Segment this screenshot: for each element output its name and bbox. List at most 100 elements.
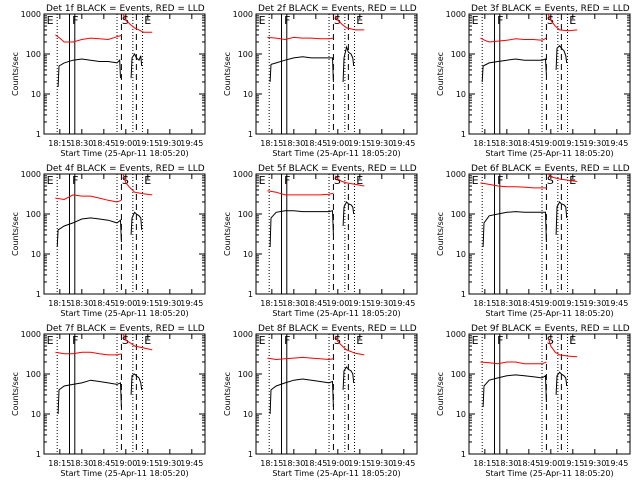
x-tick-label: 18:45 — [92, 459, 115, 468]
y-tick-label: 10 — [456, 90, 466, 99]
region-label: E — [47, 14, 54, 27]
x-tick-label: 19:00 — [539, 299, 562, 308]
y-tick-label: 1000 — [21, 170, 41, 179]
detector-panel: Det 5f BLACK = Events, RED = LLD 1 10 100 10… — [223, 164, 418, 318]
lld-series-line — [267, 190, 334, 196]
x-tick-label: 18:45 — [304, 139, 327, 148]
y-tick-label: 1000 — [446, 170, 466, 179]
x-tick-label: 19:30 — [158, 299, 181, 308]
y-axis-label: Counts/sec — [223, 212, 232, 256]
plot-frame — [43, 333, 206, 455]
x-tick-label: 19:15 — [348, 139, 371, 148]
x-tick-label: 19:45 — [605, 299, 628, 308]
panel-title: Det 8f BLACK = Events, RED = LLD — [258, 324, 417, 334]
x-axis-label: Start Time (25-Apr-11 18:05:20) — [485, 149, 613, 158]
region-label: F — [72, 14, 78, 27]
y-tick-label: 100 — [451, 370, 466, 379]
detector-panel: Det 2f BLACK = Events, RED = LLD 1 10 100 10… — [223, 4, 418, 158]
x-tick-label: 19:15 — [348, 299, 371, 308]
region-label: F — [284, 174, 290, 187]
plot-frame — [255, 333, 418, 455]
events-series-line — [57, 58, 121, 88]
x-axis-label: Start Time (25-Apr-11 18:05:20) — [272, 469, 400, 478]
detector-panel: Det 9f BLACK = Events, RED = LLD 1 10 100 10… — [436, 324, 631, 478]
panel-title: Det 7f BLACK = Events, RED = LLD — [46, 324, 205, 334]
y-tick-label: 10 — [31, 90, 41, 99]
x-axis-label: Start Time (25-Apr-11 18:05:20) — [60, 309, 188, 318]
x-axis-label: Start Time (25-Apr-11 18:05:20) — [60, 469, 188, 478]
x-axis-label: Start Time (25-Apr-11 18:05:20) — [272, 149, 400, 158]
lld-series-line — [122, 333, 153, 351]
y-axis-label: Counts/sec — [11, 212, 20, 256]
x-tick-label: 19:45 — [392, 139, 415, 148]
x-tick-label: 19:45 — [392, 299, 415, 308]
x-tick-label: 18:15 — [48, 299, 71, 308]
plot-frame — [255, 13, 418, 135]
x-tick-label: 18:15 — [473, 459, 496, 468]
lld-series-line — [122, 13, 153, 33]
region-label: E — [144, 14, 151, 27]
x-tick-label: 19:00 — [114, 299, 137, 308]
lld-series-line — [55, 351, 122, 356]
y-axis-label: Counts/sec — [436, 212, 445, 256]
x-axis-label: Start Time (25-Apr-11 18:05:20) — [60, 149, 188, 158]
events-series-line — [130, 52, 143, 79]
x-tick-label: 19:45 — [180, 299, 203, 308]
y-tick-label: 100 — [26, 210, 41, 219]
y-tick-label: 10 — [456, 410, 466, 419]
lld-series-line — [334, 335, 365, 356]
lld-series-line — [267, 356, 334, 361]
x-tick-label: 19:30 — [583, 459, 606, 468]
x-tick-label: 18:30 — [495, 299, 518, 308]
region-label: E — [47, 174, 54, 187]
y-axis-label: Counts/sec — [11, 372, 20, 416]
x-tick-label: 19:45 — [180, 459, 203, 468]
x-tick-label: 19:45 — [605, 459, 628, 468]
region-label: S — [547, 174, 554, 187]
events-series-line — [269, 210, 334, 248]
x-tick-label: 18:30 — [282, 459, 305, 468]
plot-frame — [255, 173, 418, 295]
y-tick-label: 1 — [461, 290, 466, 299]
region-label: E — [472, 14, 479, 27]
x-axis-label: Start Time (25-Apr-11 18:05:20) — [485, 309, 613, 318]
region-label: E — [144, 334, 151, 347]
events-series-line — [482, 211, 547, 248]
events-series-line — [56, 217, 122, 248]
x-tick-label: 18:15 — [48, 139, 71, 148]
region-label: S — [547, 14, 554, 27]
x-tick-label: 18:45 — [92, 139, 115, 148]
lld-series-line — [55, 34, 122, 43]
x-tick-label: 18:45 — [304, 299, 327, 308]
x-tick-label: 19:45 — [605, 139, 628, 148]
region-label: F — [284, 334, 290, 347]
region-label: F — [72, 334, 78, 347]
plot-frame — [468, 173, 631, 295]
events-series-line — [482, 374, 547, 408]
detector-panel: Det 4f BLACK = Events, RED = LLD 1 10 100 10… — [11, 164, 206, 318]
events-series-line — [269, 56, 334, 83]
events-series-line — [342, 201, 355, 227]
detector-panel: Det 1f BLACK = Events, RED = LLD 1 10 100 10… — [11, 4, 206, 158]
lld-series-line — [480, 37, 547, 43]
y-tick-label: 1 — [461, 130, 466, 139]
x-tick-label: 18:15 — [260, 139, 283, 148]
y-tick-label: 1 — [248, 130, 253, 139]
y-tick-label: 1 — [248, 450, 253, 459]
y-tick-label: 1 — [36, 290, 41, 299]
panel-title: Det 9f BLACK = Events, RED = LLD — [471, 324, 630, 334]
plot-frame — [468, 333, 631, 455]
lld-series-line — [547, 337, 578, 358]
events-series-line — [555, 45, 568, 70]
detector-panel: Det 6f BLACK = Events, RED = LLD 1 10 100 10… — [436, 164, 631, 318]
y-tick-label: 1 — [36, 450, 41, 459]
x-tick-label: 19:15 — [561, 459, 584, 468]
detector-panel: Det 7f BLACK = Events, RED = LLD 1 10 100 10… — [11, 324, 206, 478]
panel-title: Det 3f BLACK = Events, RED = LLD — [471, 4, 630, 14]
x-tick-label: 19:15 — [136, 459, 159, 468]
panel-title: Det 4f BLACK = Events, RED = LLD — [46, 164, 205, 174]
region-label: E — [47, 334, 54, 347]
y-axis-label: Counts/sec — [436, 52, 445, 96]
x-tick-label: 18:15 — [473, 299, 496, 308]
